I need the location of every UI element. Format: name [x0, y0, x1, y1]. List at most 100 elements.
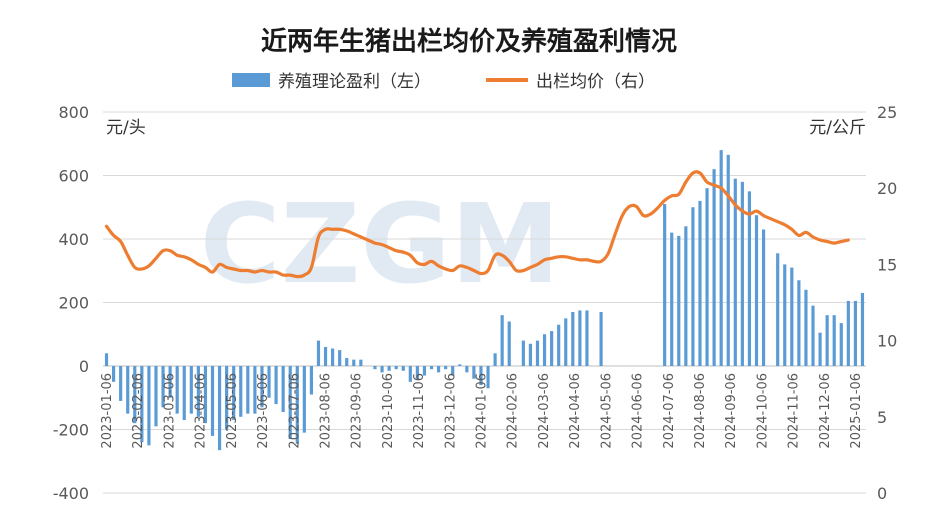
bar — [444, 366, 448, 370]
price-line — [104, 170, 850, 279]
line-point — [529, 266, 532, 268]
line-point — [254, 271, 256, 273]
line-point — [416, 262, 418, 264]
line-point — [536, 263, 539, 265]
right-axis-tick-label: 15 — [877, 255, 897, 274]
x-axis-tick-label: 2024-12-06 — [818, 373, 833, 449]
line-point — [607, 253, 609, 255]
right-axis-unit: 元/公斤 — [809, 118, 866, 138]
line-point — [614, 233, 616, 235]
bar — [839, 323, 843, 366]
x-axis-tick-label: 2024-09-06 — [724, 373, 739, 449]
line-point — [155, 257, 157, 259]
line-point — [211, 271, 214, 273]
line-point — [748, 213, 751, 215]
line-point — [317, 236, 320, 238]
line-point — [473, 269, 475, 272]
legend-swatch-bar — [232, 73, 270, 87]
bar — [712, 169, 716, 366]
bar — [528, 343, 533, 366]
line-point — [176, 254, 178, 256]
line-point — [190, 259, 192, 261]
bar — [747, 191, 752, 366]
line-point — [621, 215, 623, 217]
line-point — [734, 204, 736, 206]
bar — [825, 315, 829, 366]
bar — [140, 366, 144, 443]
bar — [408, 366, 412, 382]
bar — [705, 188, 709, 366]
x-axis-tick-label: 2023-09-06 — [350, 373, 365, 449]
line-point — [409, 254, 411, 256]
x-axis-tick-label: 2023-12-06 — [443, 373, 458, 449]
right-axis-tick-label: 25 — [877, 103, 897, 122]
x-axis-tick-label: 2023-07-06 — [287, 373, 302, 449]
bar — [309, 366, 314, 395]
line-point — [579, 259, 581, 261]
line-point — [127, 254, 129, 256]
line-point — [770, 218, 772, 220]
bar — [811, 305, 815, 366]
line-point — [113, 234, 115, 236]
line-point — [105, 225, 108, 227]
bar — [246, 366, 250, 414]
bar — [436, 366, 441, 373]
bar — [726, 154, 730, 366]
line-point — [699, 172, 701, 174]
bar — [733, 178, 737, 366]
bar — [486, 366, 490, 389]
bar — [754, 215, 759, 366]
bar — [302, 366, 306, 433]
line-point — [572, 257, 574, 259]
line-point — [289, 274, 291, 276]
bar — [189, 366, 193, 414]
left-axis-ticks: -400 -200 0 200 400 600 800 — [53, 103, 89, 503]
bar — [331, 348, 335, 366]
line-point — [501, 254, 503, 256]
line-point — [628, 205, 630, 208]
x-axis-tick-label: 2024-03-06 — [537, 373, 552, 449]
line-point — [819, 239, 821, 241]
line-point — [586, 259, 588, 261]
bar — [804, 289, 808, 366]
bar — [422, 366, 427, 376]
x-axis-tick-label: 2024-11-06 — [787, 373, 802, 449]
bar — [352, 359, 356, 366]
left-axis-unit: 元/头 — [106, 118, 146, 138]
bar — [677, 235, 681, 366]
line-point — [423, 263, 425, 265]
bar — [133, 366, 137, 424]
line-point — [508, 260, 510, 262]
line-point — [720, 187, 722, 189]
line-point — [826, 240, 828, 243]
line-point — [233, 268, 235, 270]
bar — [507, 321, 511, 366]
x-axis-tick-label: 2025-01-06 — [849, 373, 864, 449]
legend: 养殖理论盈利（左） 出栏均价（右） — [232, 72, 655, 92]
line-series — [104, 170, 850, 279]
line-point — [657, 207, 659, 209]
line-point — [706, 181, 708, 183]
bar — [542, 334, 547, 366]
line-point — [692, 172, 694, 174]
x-axis-tick-label: 2023-03-06 — [162, 373, 177, 449]
bar — [860, 292, 865, 366]
line-point — [388, 247, 390, 249]
line-point — [346, 230, 348, 232]
bar — [274, 366, 278, 405]
bar — [203, 366, 208, 424]
bar-series — [104, 150, 865, 451]
line-point — [755, 210, 758, 212]
bar — [104, 353, 109, 366]
line-point — [438, 265, 440, 267]
bar — [832, 315, 836, 366]
line-point — [840, 240, 842, 243]
bar — [761, 229, 766, 366]
x-axis-tick-label: 2024-05-06 — [599, 373, 614, 449]
line-point — [141, 268, 143, 270]
bar — [535, 340, 540, 366]
bar — [415, 366, 419, 379]
line-point — [522, 269, 525, 272]
bar — [175, 366, 179, 414]
